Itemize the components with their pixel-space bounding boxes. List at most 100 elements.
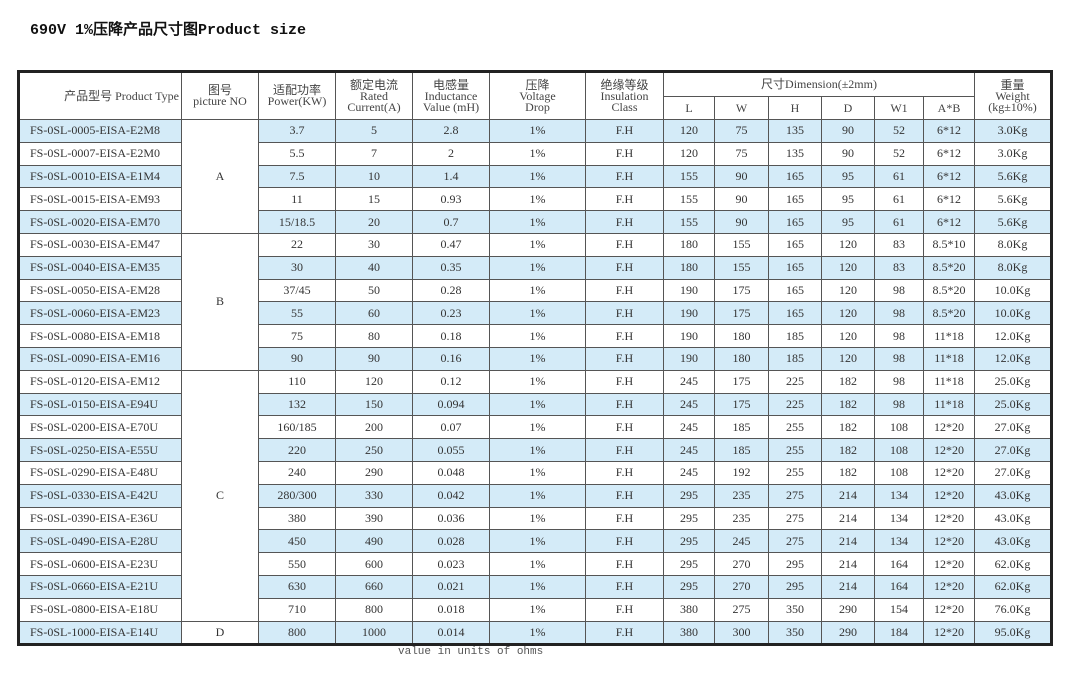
- cell-inductance: 0.014: [412, 620, 490, 646]
- table-row: FS-0SL-0330-EISA-E42U 280/300 330 0.042 1% F.…: [18, 483, 1052, 508]
- cell-dim-h: 350: [768, 597, 822, 622]
- cell-product-type: FS-0SL-0390-EISA-E36U: [18, 506, 182, 531]
- cell-dim-w: 155: [714, 232, 769, 257]
- cell-insulation: F.H: [585, 210, 664, 234]
- cell-power: 7.5: [258, 164, 336, 189]
- cell-insulation: F.H: [585, 164, 664, 189]
- cell-product-type: FS-0SL-0005-EISA-E2M8: [18, 119, 182, 143]
- cell-dim-axb: 12*20: [923, 597, 975, 622]
- cell-insulation: F.H: [585, 552, 664, 576]
- cell-weight: 27.0Kg: [974, 460, 1052, 485]
- cell-current: 80: [335, 324, 413, 348]
- cell-dim-l: 295: [663, 552, 715, 576]
- cell-current: 1000: [335, 620, 413, 646]
- cell-dim-d: 182: [821, 369, 875, 394]
- cell-current: 90: [335, 346, 413, 371]
- cell-inductance: 0.35: [412, 255, 490, 280]
- cell-current: 7: [335, 141, 413, 166]
- cell-weight: 62.0Kg: [974, 552, 1052, 576]
- cell-dim-w: 75: [714, 141, 769, 166]
- cell-dim-l: 180: [663, 232, 715, 257]
- cell-inductance: 0.055: [412, 438, 490, 462]
- cell-inductance: 2.8: [412, 119, 490, 143]
- cell-insulation: F.H: [585, 301, 664, 326]
- cell-dim-h: 255: [768, 438, 822, 462]
- table-row: FS-0SL-0005-EISA-E2M8 A 3.7 5 2.8 1% F.H 120 75 1…: [18, 119, 1052, 234]
- table-row: FS-0SL-0007-EISA-E2M0 5.5 7 2 1% F.H 120 75 135 9…: [18, 141, 1052, 166]
- cell-product-type: FS-0SL-0490-EISA-E28U: [18, 529, 182, 554]
- cell-weight: 25.0Kg: [974, 369, 1052, 394]
- header-dim-axb: A*B: [923, 96, 975, 120]
- cell-dim-h: 255: [768, 415, 822, 440]
- cell-dim-l: 380: [663, 597, 715, 622]
- table-row: FS-0SL-0660-EISA-E21U 630 660 0.021 1% F.H 295…: [18, 574, 1052, 599]
- cell-dim-axb: 8.5*20: [923, 301, 975, 326]
- cell-power: 220: [258, 438, 336, 462]
- cell-voltage-drop: 1%: [489, 255, 586, 280]
- table-row: FS-0SL-0080-EISA-EM18 75 80 0.18 1% F.H 190 180…: [18, 324, 1052, 348]
- cell-insulation: F.H: [585, 483, 664, 508]
- cell-inductance: 0.93: [412, 187, 490, 212]
- cell-voltage-drop: 1%: [489, 438, 586, 462]
- cell-inductance: 0.18: [412, 324, 490, 348]
- cell-dim-axb: 11*18: [923, 324, 975, 348]
- cell-dim-w: 185: [714, 438, 769, 462]
- cell-dim-d: 214: [821, 483, 875, 508]
- cell-dim-axb: 6*12: [923, 141, 975, 166]
- cell-dim-d: 120: [821, 301, 875, 326]
- table-row: FS-0SL-0120-EISA-EM12 C 110 120 0.12 1% F.H 245…: [18, 369, 1052, 622]
- cell-voltage-drop: 1%: [489, 187, 586, 212]
- cell-inductance: 2: [412, 141, 490, 166]
- cell-current: 60: [335, 301, 413, 326]
- cell-weight: 12.0Kg: [974, 346, 1052, 371]
- table-row: FS-0SL-0800-EISA-E18U 710 800 0.018 1% F.H 380…: [18, 597, 1052, 622]
- cell-dim-w: 300: [714, 620, 769, 646]
- cell-dim-w1: 184: [874, 620, 924, 646]
- header-voltage-drop: 压降 Voltage Drop: [489, 71, 586, 120]
- cell-dim-w: 155: [714, 255, 769, 280]
- cell-dim-l: 295: [663, 483, 715, 508]
- cell-dim-w: 90: [714, 187, 769, 212]
- cell-current: 10: [335, 164, 413, 189]
- cell-dim-d: 120: [821, 255, 875, 280]
- cell-weight: 43.0Kg: [974, 483, 1052, 508]
- cell-dim-d: 120: [821, 346, 875, 371]
- cell-dim-h: 350: [768, 620, 822, 646]
- cell-inductance: 0.023: [412, 552, 490, 576]
- table-row: FS-0SL-0020-EISA-EM70 15/18.5 20 0.7 1% F.H 15…: [18, 210, 1052, 234]
- cell-voltage-drop: 1%: [489, 369, 586, 394]
- table-row: FS-0SL-0390-EISA-E36U 380 390 0.036 1% F.H 295…: [18, 506, 1052, 531]
- cell-dim-w1: 108: [874, 415, 924, 440]
- cell-dim-w: 235: [714, 483, 769, 508]
- cell-dim-w1: 108: [874, 438, 924, 462]
- cell-voltage-drop: 1%: [489, 574, 586, 599]
- cell-voltage-drop: 1%: [489, 141, 586, 166]
- cell-power: 132: [258, 392, 336, 417]
- cell-dim-l: 155: [663, 164, 715, 189]
- cell-dim-l: 245: [663, 392, 715, 417]
- cell-dim-h: 165: [768, 232, 822, 257]
- cell-weight: 10.0Kg: [974, 278, 1052, 303]
- cell-dim-d: 182: [821, 460, 875, 485]
- cell-current: 5: [335, 119, 413, 143]
- cell-insulation: F.H: [585, 392, 664, 417]
- cell-dim-l: 155: [663, 187, 715, 212]
- cell-dim-h: 225: [768, 369, 822, 394]
- cell-power: 630: [258, 574, 336, 599]
- cell-dim-h: 295: [768, 552, 822, 576]
- cell-picture-no: C: [181, 369, 259, 622]
- cell-dim-d: 182: [821, 415, 875, 440]
- table-row: FS-0SL-0490-EISA-E28U 450 490 0.028 1% F.H 295…: [18, 529, 1052, 554]
- header-power: 适配功率 Power(KW): [258, 71, 336, 120]
- cell-voltage-drop: 1%: [489, 119, 586, 143]
- cell-dim-w1: 134: [874, 506, 924, 531]
- cell-dim-axb: 12*20: [923, 529, 975, 554]
- cell-dim-w: 245: [714, 529, 769, 554]
- cell-dim-d: 214: [821, 506, 875, 531]
- cell-voltage-drop: 1%: [489, 324, 586, 348]
- cell-dim-l: 245: [663, 438, 715, 462]
- cell-dim-w1: 134: [874, 483, 924, 508]
- cell-inductance: 0.23: [412, 301, 490, 326]
- cell-voltage-drop: 1%: [489, 506, 586, 531]
- cell-dim-axb: 12*20: [923, 415, 975, 440]
